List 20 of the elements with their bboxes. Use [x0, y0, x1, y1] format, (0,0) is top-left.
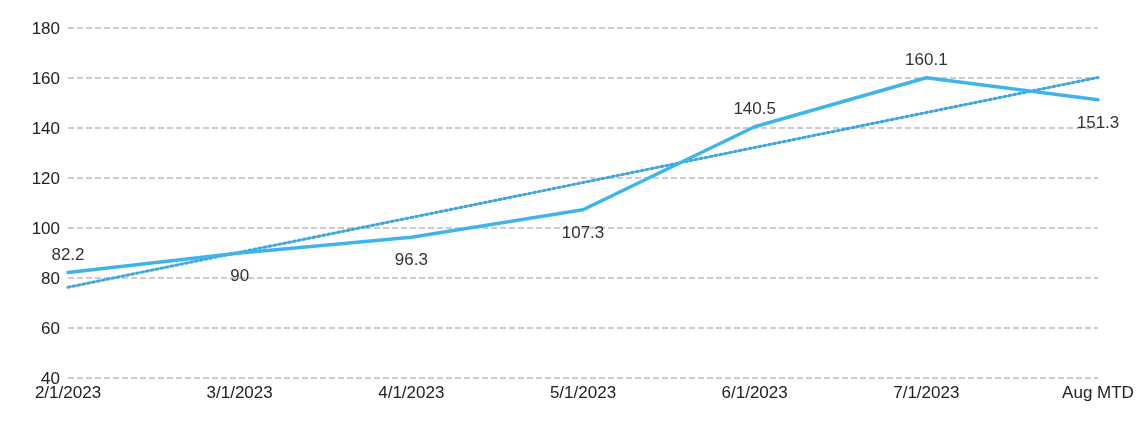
data-label: 160.1	[905, 49, 948, 69]
x-tick-label: 6/1/2023	[721, 383, 788, 403]
data-label: 82.2	[51, 244, 85, 264]
x-tick-label: Aug MTD	[1062, 383, 1134, 403]
y-tick-label: 120	[31, 169, 60, 189]
x-tick-label: 5/1/2023	[549, 383, 617, 403]
data-label: 107.3	[561, 222, 605, 242]
y-tick-label: 80	[41, 269, 60, 289]
x-tick-label: 7/1/2023	[893, 383, 960, 403]
y-tick-label: 140	[31, 119, 60, 139]
data-label: 151.3	[1076, 112, 1120, 132]
y-tick-label: 100	[31, 219, 60, 239]
y-tick-label: 180	[31, 19, 60, 39]
y-tick-label: 60	[41, 319, 60, 339]
data-label: 90	[230, 266, 250, 285]
y-tick-label: 160	[31, 69, 60, 89]
data-label: 140.5	[733, 98, 776, 118]
x-tick-label: 4/1/2023	[378, 383, 445, 403]
x-tick-label: 3/1/2023	[206, 383, 273, 403]
data-label: 96.3	[394, 250, 428, 270]
